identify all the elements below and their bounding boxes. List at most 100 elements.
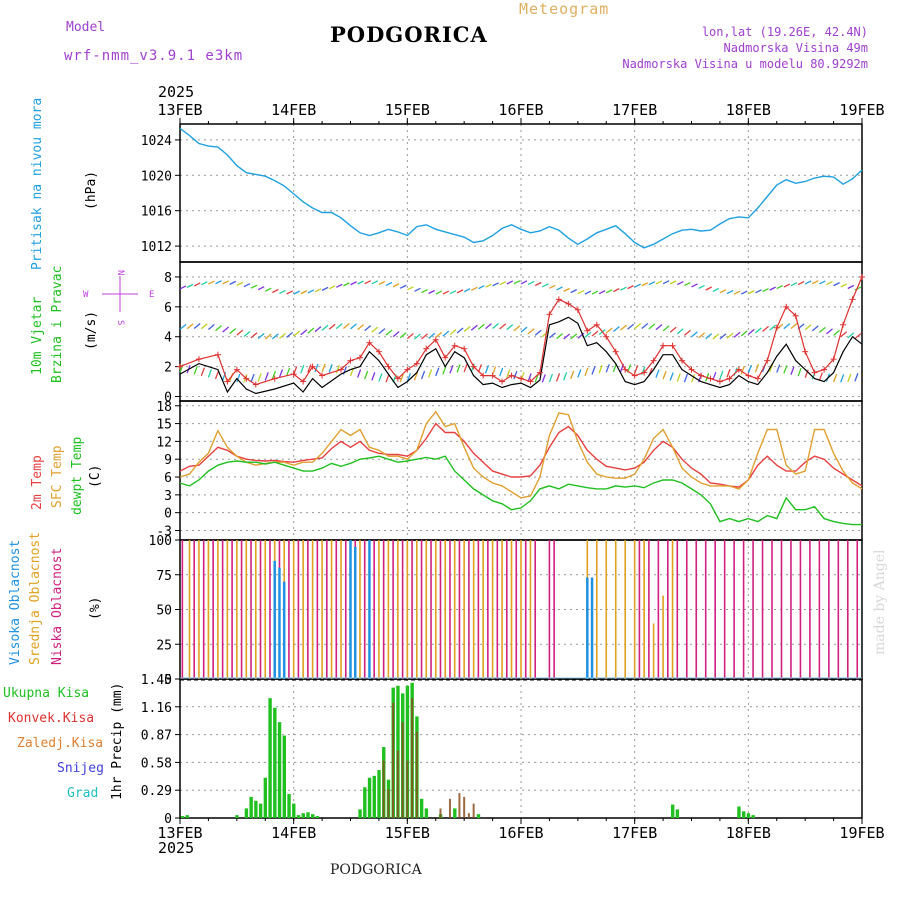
wind-barb — [343, 282, 350, 287]
wind-speed-line — [179, 316, 863, 395]
wind-barb — [364, 280, 371, 285]
wind-barb — [385, 373, 390, 383]
wind-barb — [854, 333, 862, 340]
wind-barb — [264, 287, 272, 292]
year-top: 2025 — [158, 83, 195, 101]
wind-barb — [435, 331, 443, 338]
wind-barb — [286, 331, 293, 338]
wind-barb — [328, 323, 336, 330]
wind-barb — [747, 364, 752, 374]
wind-barb — [470, 324, 478, 331]
wind-barb — [648, 323, 656, 330]
wind-barb — [449, 290, 457, 295]
wind-barb — [449, 329, 457, 336]
wind-barb — [229, 328, 237, 335]
wind-barb — [641, 323, 649, 330]
precip-total-bar — [405, 685, 410, 818]
precip-total-bar — [185, 815, 189, 818]
wind-barb — [598, 364, 603, 374]
wind-barb — [236, 281, 244, 286]
wind-barb — [605, 327, 613, 334]
cloud-y-tick-label: 100 — [149, 534, 172, 549]
wind-barb — [271, 370, 276, 380]
wind-barb — [726, 290, 734, 295]
wind-barb — [669, 280, 677, 285]
wind-barb — [655, 280, 663, 285]
wind-barb — [229, 280, 237, 285]
wind-barb — [683, 329, 691, 336]
wind-barb — [513, 325, 521, 332]
wind-barb — [598, 290, 606, 295]
wind-barb — [307, 364, 312, 373]
wind-barb — [840, 283, 847, 288]
precip-total-bar — [424, 808, 429, 818]
precip-conv-bar — [463, 796, 466, 818]
wind-y-tick-label: 2 — [164, 361, 172, 376]
precip-total-bar — [363, 787, 367, 818]
wind-barb — [215, 280, 222, 285]
x-tick-label-bottom: 18FEB — [726, 824, 771, 842]
wind-barb — [740, 330, 748, 337]
footer-station: PODGORICA — [330, 862, 422, 878]
wind-barb — [385, 329, 393, 336]
wind-barb — [293, 290, 300, 295]
precip-frame — [179, 678, 863, 819]
wind-barb — [754, 364, 760, 373]
precip-total-bar — [235, 815, 239, 818]
wind-barb — [335, 365, 340, 374]
wind-barb — [406, 373, 411, 382]
wind-barb — [414, 333, 421, 340]
wind-barb — [541, 331, 549, 338]
wind-barb — [634, 365, 639, 374]
wind-barb — [534, 281, 542, 287]
wind-barb — [356, 369, 362, 378]
precip-total-bar — [741, 811, 746, 818]
wind-barb — [740, 290, 748, 295]
precip-total-bar — [277, 722, 282, 818]
cloud-y-tick-label: 75 — [156, 569, 172, 584]
wind-barb — [804, 280, 812, 285]
wind-barb — [271, 333, 279, 340]
wind-barb — [428, 289, 435, 295]
wind-barb — [719, 289, 727, 294]
wind-barb — [719, 370, 724, 380]
wind-barb — [222, 280, 229, 285]
wind-barb — [762, 325, 769, 332]
wind-barb — [591, 330, 599, 337]
precip-total-bar — [367, 777, 372, 818]
wind-barb — [193, 282, 201, 287]
wind-barb — [328, 285, 336, 290]
precip-total-bar — [268, 698, 272, 818]
temp-y-tick-label: 18 — [156, 400, 172, 415]
wind-barb — [527, 373, 532, 382]
temp-y-tick-label: 0 — [164, 507, 172, 522]
precip-conv-bar — [458, 793, 461, 818]
wind-barb — [570, 289, 578, 294]
wind-barb — [300, 290, 308, 295]
x-tick-label-top: 19FEB — [839, 101, 884, 119]
temp-y-tick-label: 6 — [164, 471, 172, 486]
precip-conv-bar — [406, 760, 409, 818]
wind-barb — [747, 328, 755, 335]
wind-barb — [832, 373, 838, 383]
wind-barb — [513, 370, 518, 380]
wind-barb — [662, 370, 667, 380]
precip-total-bar — [675, 809, 680, 818]
wind-y-tick-label: 8 — [164, 271, 172, 286]
wind-barb — [818, 326, 826, 333]
wind-barb — [676, 328, 684, 335]
wind-barb — [421, 333, 428, 340]
wind-barb — [819, 280, 826, 285]
compass-s: S — [115, 320, 125, 325]
wind-barb — [456, 327, 464, 334]
wind-barb — [726, 332, 734, 339]
wind-barb — [499, 281, 506, 286]
wind-barb — [478, 285, 485, 290]
wind-barb — [385, 281, 393, 287]
temp-y-tick-label: -3 — [156, 524, 172, 539]
wind-barb — [421, 288, 428, 294]
wind-barb — [492, 282, 499, 287]
wind-barb — [612, 363, 617, 373]
wind-barb — [769, 324, 777, 331]
